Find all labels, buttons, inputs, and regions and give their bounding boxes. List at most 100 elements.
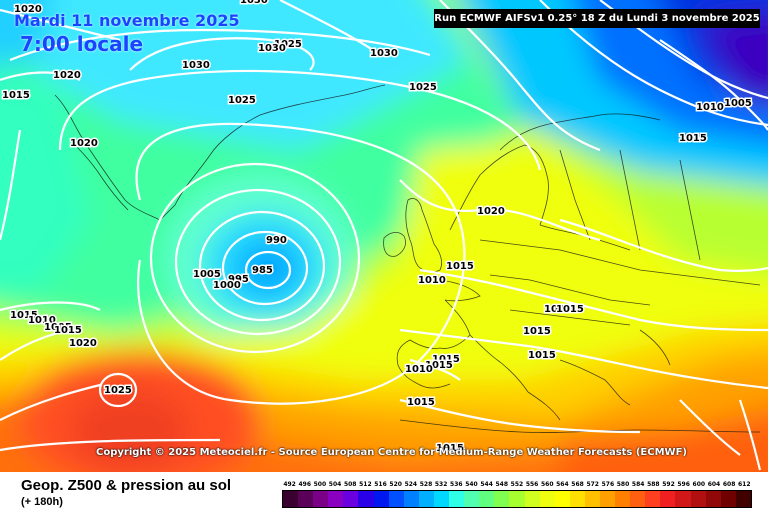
- isobar-label: 1015: [54, 325, 82, 336]
- legend-label: 544: [480, 481, 493, 488]
- isobar-label: 1015: [446, 261, 474, 272]
- isobar-label: 1025: [104, 385, 132, 396]
- isobar-label: 1015: [2, 90, 30, 101]
- legend-swatch: [479, 491, 495, 507]
- legend-swatch: [313, 491, 329, 507]
- legend-swatch: [539, 491, 555, 507]
- legend-swatch: [464, 491, 480, 507]
- geopotential-field: [0, 0, 768, 472]
- legend-label: 584: [631, 481, 645, 488]
- isobar-label: 1030: [370, 48, 398, 59]
- map-title: Geop. Z500 & pression au sol: [21, 477, 232, 494]
- legend-label: 592: [662, 481, 675, 488]
- isobar-label: 1020: [477, 206, 505, 217]
- legend-label: 492: [283, 481, 296, 488]
- legend-label: 604: [707, 481, 721, 488]
- legend-swatch: [569, 491, 585, 507]
- footer: Geop. Z500 & pression au sol (+ 180h) 49…: [0, 472, 768, 512]
- isobar-label: 1020: [70, 138, 98, 149]
- legend-label: 536: [450, 481, 463, 488]
- legend-swatch: [735, 491, 751, 507]
- weather-map: 1020 1015 1020 1020 1030 1025 1025 1030 …: [0, 0, 768, 472]
- isobar-label: 1005: [724, 98, 752, 109]
- isobar-label: 1015: [10, 310, 38, 321]
- legend-swatch: [584, 491, 600, 507]
- legend-label: 596: [677, 481, 690, 488]
- forecast-time: 7:00 locale: [20, 32, 144, 56]
- legend-color-bar: [282, 490, 752, 508]
- forecast-lead-time: (+ 180h): [21, 496, 63, 508]
- isobars: [0, 0, 768, 470]
- isobar-label: 1020: [14, 4, 42, 15]
- legend-swatch: [690, 491, 706, 507]
- isobar-label: 985: [252, 265, 273, 276]
- isobar-label: 1015: [523, 326, 551, 337]
- legend-label: 540: [465, 481, 478, 488]
- legend-swatch: [433, 491, 450, 507]
- legend-label: 516: [374, 481, 387, 488]
- isobar-label: 1015: [425, 360, 453, 371]
- legend-swatch: [283, 491, 299, 507]
- legend-label: 556: [525, 481, 539, 488]
- legend-label: 600: [692, 481, 706, 488]
- isobar-label: 1030: [240, 0, 268, 6]
- isobar-label: 1005: [44, 322, 72, 333]
- legend-label: 512: [359, 481, 372, 488]
- legend-label: 548: [495, 481, 509, 488]
- legend-label: 528: [419, 481, 433, 488]
- legend-swatch: [675, 491, 691, 507]
- legend-label: 608: [722, 481, 736, 488]
- isobar-label: 1025: [274, 39, 302, 50]
- color-legend: 492 496 500 504 508 512 516 520 524 528 532 536 540 5…: [282, 480, 752, 508]
- legend-swatch: [358, 491, 374, 507]
- legend-label: 508: [343, 481, 357, 488]
- isobar-label: 1025: [228, 95, 256, 106]
- isobar-label: 1030: [182, 60, 210, 71]
- legend-swatch: [615, 491, 631, 507]
- isobar-label: 1020: [69, 338, 97, 349]
- isobar-label: 995: [228, 274, 249, 285]
- legend-swatch: [645, 491, 661, 507]
- legend-label: 496: [298, 481, 311, 488]
- legend-swatch: [705, 491, 721, 507]
- isobar-label: 990: [266, 235, 287, 246]
- legend-swatch: [599, 491, 616, 507]
- legend-label: 576: [601, 481, 615, 488]
- legend-swatch: [449, 491, 465, 507]
- isobar-label: 1030: [258, 43, 286, 54]
- isobar-label: 1005: [193, 269, 221, 280]
- legend-label: 500: [313, 481, 327, 488]
- legend-swatch: [403, 491, 419, 507]
- isobar-label: 1015: [556, 304, 584, 315]
- legend-swatch: [554, 491, 570, 507]
- isobar-label: 1015: [544, 304, 572, 315]
- legend-label: 524: [404, 481, 418, 488]
- legend-label: 504: [328, 481, 342, 488]
- copyright-notice: Copyright © 2025 Meteociel.fr - Source E…: [96, 447, 687, 458]
- legend-label: 560: [540, 481, 554, 488]
- legend-swatch: [298, 491, 314, 507]
- legend-label: 568: [571, 481, 584, 488]
- legend-label: 580: [616, 481, 630, 488]
- isobar-label: 1010: [418, 275, 446, 286]
- model-run-info: Run ECMWF AIFSv1 0.25° 18 Z du Lundi 3 n…: [434, 9, 760, 28]
- isobar-labels: 1020 1015 1020 1020 1030 1025 1025 1030 …: [1, 0, 754, 456]
- coastlines: [54, 84, 761, 433]
- legend-label: 572: [586, 481, 599, 488]
- isobar-label: 1010: [696, 102, 724, 113]
- legend-swatch: [494, 491, 510, 507]
- legend-label: 588: [647, 481, 660, 488]
- isobar-label: 1020: [53, 70, 81, 81]
- legend-swatch: [524, 491, 540, 507]
- isobar-label: 1015: [436, 443, 464, 454]
- legend-swatch: [373, 491, 389, 507]
- legend-labels: 492 496 500 504 508 512 516 520 524 528 532 536 540 5…: [282, 480, 752, 490]
- isobar-label: 1015: [407, 397, 435, 408]
- isobar-label: 1015: [528, 350, 556, 361]
- isobar-label: 1015: [432, 354, 460, 365]
- legend-swatch: [660, 491, 676, 507]
- legend-swatch: [418, 491, 434, 507]
- isobar-label: 1015: [679, 133, 707, 144]
- legend-label: 532: [434, 481, 448, 488]
- legend-swatch: [720, 491, 736, 507]
